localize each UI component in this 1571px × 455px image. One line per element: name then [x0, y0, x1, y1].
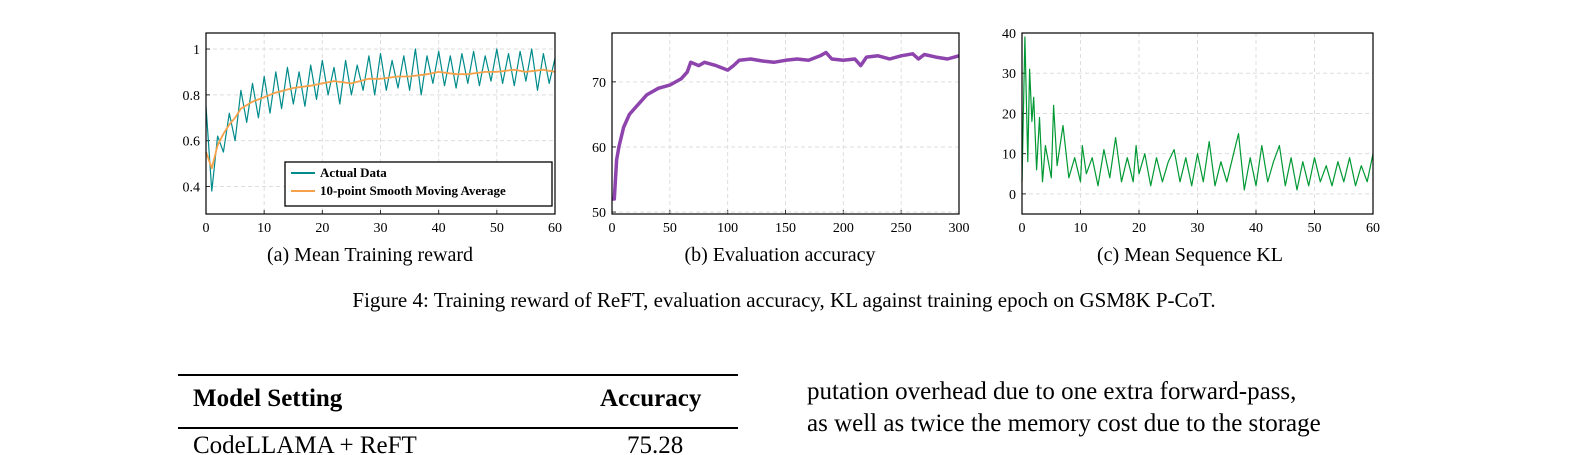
y-tick-label: 1 [193, 43, 200, 58]
x-tick-label: 50 [490, 221, 504, 236]
series-line-actual-data [205, 48, 556, 192]
subcaption-b: (b) Evaluation accuracy [684, 244, 876, 266]
x-tick-label: 60 [1366, 221, 1380, 236]
y-tick-label: 30 [1002, 67, 1016, 82]
table-top-rule [178, 374, 738, 376]
plot-frame [205, 32, 556, 215]
y-tick-label: 20 [1002, 107, 1016, 122]
table-cell-accuracy: 75.28 [627, 432, 684, 455]
x-tick-label: 50 [663, 221, 677, 236]
y-tick-label: 0.4 [183, 181, 201, 196]
x-tick-label: 0 [203, 221, 210, 236]
x-tick-label: 250 [891, 221, 912, 236]
x-tick-label: 100 [717, 221, 738, 236]
x-tick-label: 200 [833, 221, 854, 236]
legend-box [284, 161, 553, 207]
series-line-10-point-smooth-moving-average [205, 68, 556, 170]
series-line-b [612, 50, 960, 201]
x-tick-label: 40 [1249, 221, 1263, 236]
x-tick-label: 30 [374, 221, 388, 236]
y-tick-label: 0.6 [183, 135, 201, 150]
series-line-c [1021, 36, 1374, 191]
table-header-model-setting: Model Setting [193, 385, 343, 412]
plot-frame [611, 32, 960, 215]
x-tick-label: 30 [1191, 221, 1205, 236]
y-tick-label: 40 [1002, 27, 1016, 42]
figure-caption: Figure 4: Training reward of ReFT, evalu… [352, 288, 1216, 312]
chart-c: 0 10 20 30 40 50 60 0 10 20 30 40 [1002, 27, 1380, 236]
legend-label: 10-point Smooth Moving Average [320, 183, 506, 198]
y-tick-label: 0 [1009, 188, 1016, 203]
x-tick-label: 10 [1074, 221, 1088, 236]
x-tick-label: 10 [257, 221, 271, 236]
table-cell-model: CodeLLAMA + ReFT [193, 432, 417, 455]
x-tick-label: 60 [548, 221, 562, 236]
legend-label: Actual Data [320, 165, 387, 180]
x-tick-label: 150 [775, 221, 796, 236]
plot-frame [1021, 32, 1374, 215]
subcaption-a: (a) Mean Training reward [266, 244, 474, 266]
subcaption-c: (c) Mean Sequence KL [1096, 244, 1284, 266]
y-tick-label: 60 [592, 141, 606, 156]
y-tick-label: 10 [1002, 148, 1016, 163]
x-tick-label: 0 [1019, 221, 1026, 236]
table-header-accuracy: Accuracy [600, 385, 702, 412]
legend: Actual Data 10-point Smooth Moving Averag… [284, 161, 553, 207]
paragraph-line: as well as twice the memory cost due to … [807, 410, 1321, 437]
paragraph-line: putation overhead due to one extra forwa… [807, 378, 1297, 405]
x-tick-label: 20 [315, 221, 329, 236]
y-tick-label: 50 [592, 206, 606, 221]
y-tick-label: 70 [592, 76, 606, 91]
x-tick-label: 50 [1308, 221, 1322, 236]
table-mid-rule [178, 427, 738, 429]
y-tick-label: 0.8 [183, 89, 201, 104]
x-tick-label: 0 [609, 221, 616, 236]
x-tick-label: 300 [949, 221, 970, 236]
x-tick-label: 20 [1132, 221, 1146, 236]
chart-a: 0 10 20 30 40 50 60 0.4 0.6 0.8 1 Actual Data 10-poi… [183, 32, 562, 236]
x-tick-label: 40 [432, 221, 446, 236]
